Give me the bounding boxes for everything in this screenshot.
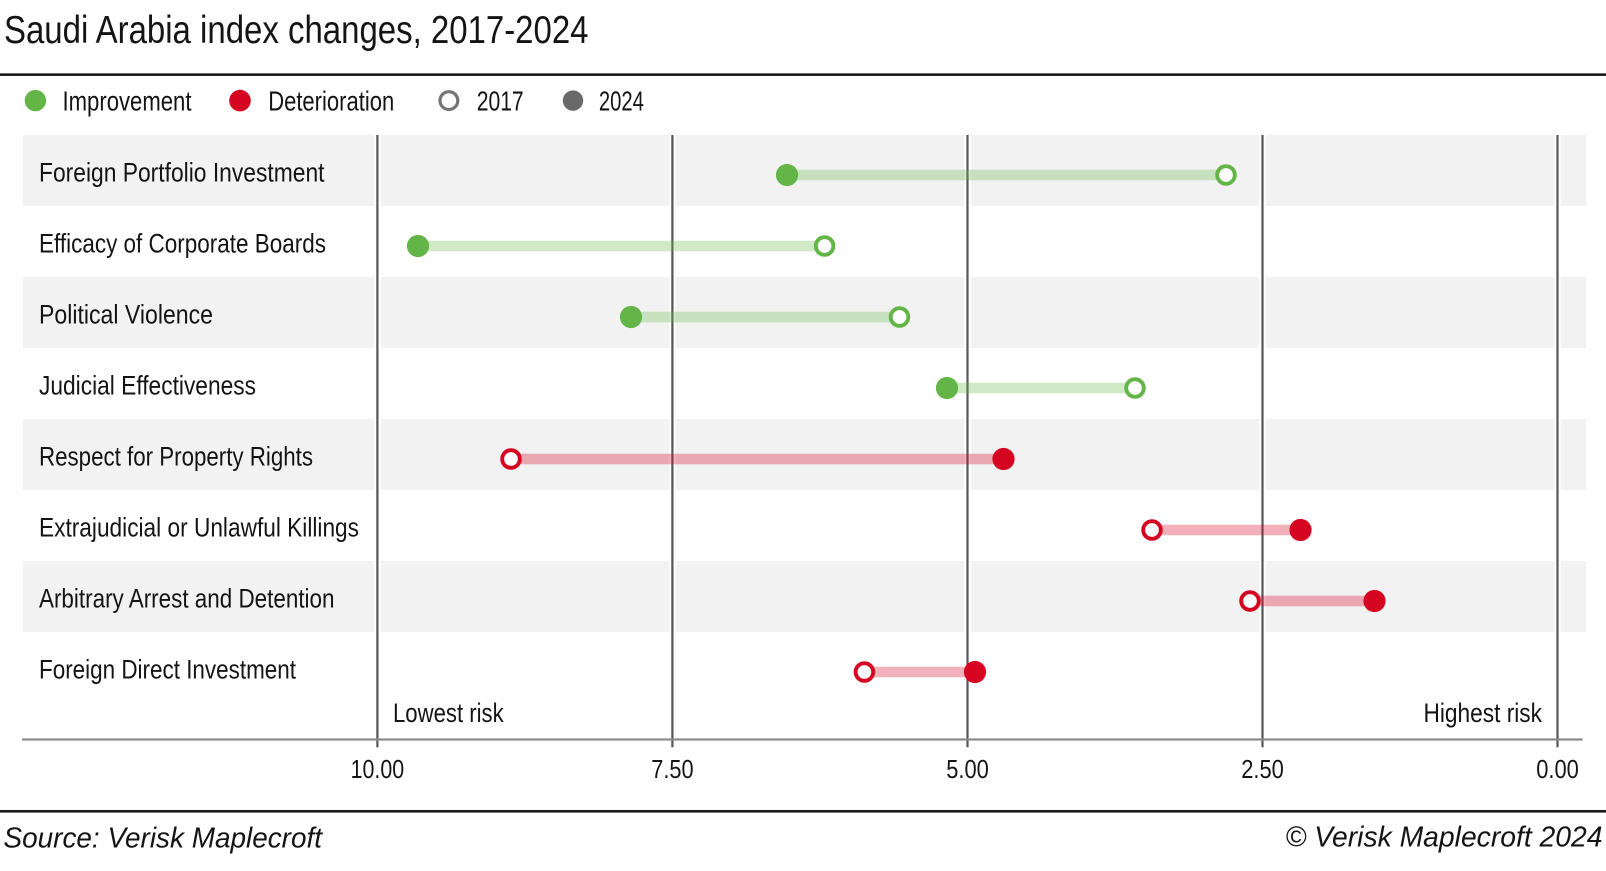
svg-text:Efficacy of Corporate Boards: Efficacy of Corporate Boards [39,228,326,258]
svg-text:Saudi Arabia index changes, 20: Saudi Arabia index changes, 2017-2024 [4,9,589,52]
svg-text:7.50: 7.50 [651,754,693,784]
svg-text:Highest risk: Highest risk [1424,698,1543,728]
svg-text:Foreign Portfolio Investment: Foreign Portfolio Investment [39,157,325,187]
svg-text:Improvement: Improvement [63,86,192,117]
svg-text:Extrajudicial or Unlawful Kill: Extrajudicial or Unlawful Killings [39,512,359,542]
svg-text:2017: 2017 [477,86,524,117]
svg-text:10.00: 10.00 [351,754,405,784]
svg-text:Source: Verisk Maplecroft: Source: Verisk Maplecroft [4,823,324,855]
svg-text:2.50: 2.50 [1241,754,1284,784]
svg-text:Deterioration: Deterioration [268,86,394,117]
svg-text:Respect for Property Rights: Respect for Property Rights [39,441,313,471]
svg-text:Political Violence: Political Violence [39,299,213,329]
svg-text:5.00: 5.00 [946,754,989,784]
svg-text:2024: 2024 [599,86,644,117]
svg-text:© Verisk Maplecroft 2024: © Verisk Maplecroft 2024 [1286,822,1603,854]
svg-text:Judicial Effectiveness: Judicial Effectiveness [39,370,256,400]
svg-text:Lowest risk: Lowest risk [393,698,504,728]
svg-text:0.00: 0.00 [1536,754,1579,784]
svg-text:Foreign Direct Investment: Foreign Direct Investment [39,654,296,684]
svg-text:Arbitrary Arrest and Detention: Arbitrary Arrest and Detention [39,583,335,613]
